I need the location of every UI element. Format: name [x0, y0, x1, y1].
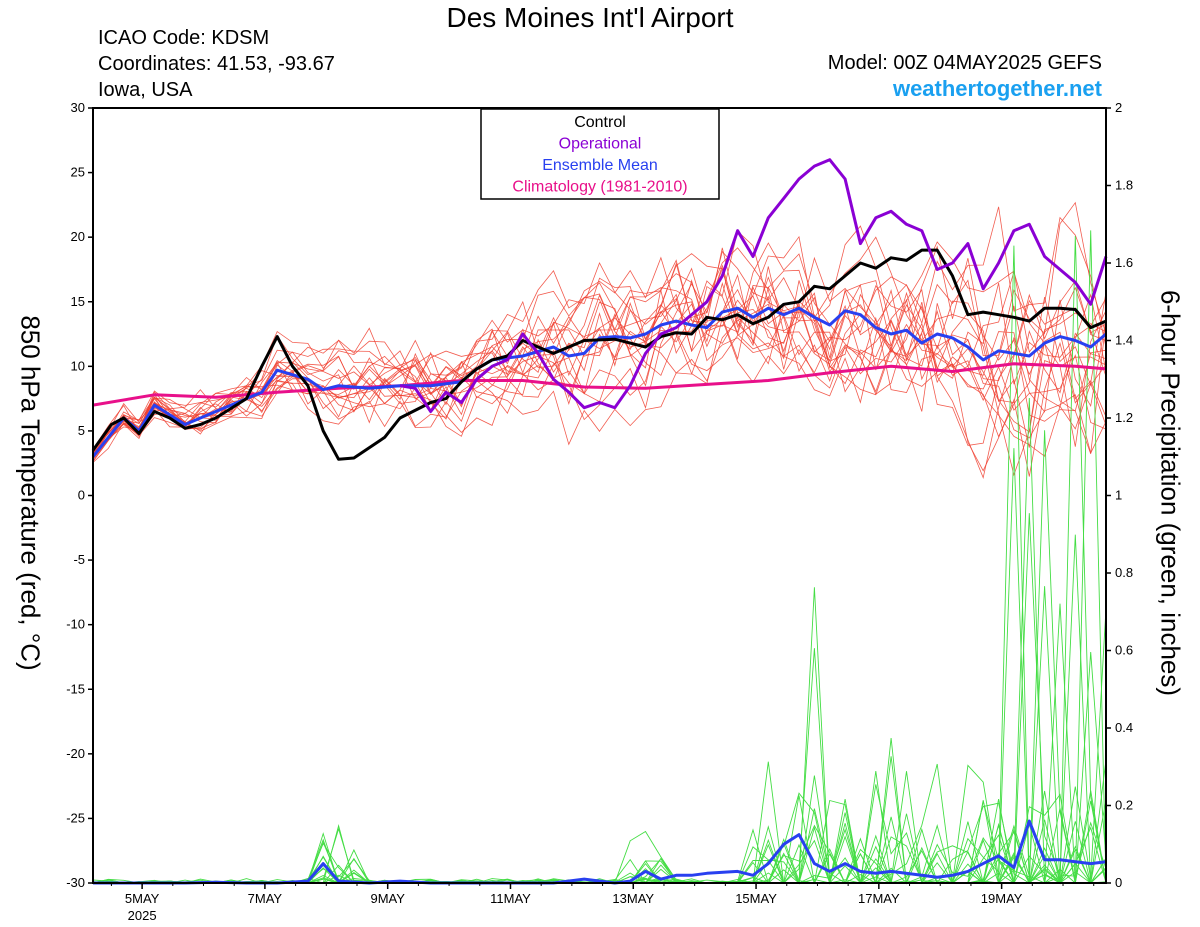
- y-tick-label-left: 25: [71, 165, 85, 180]
- icao-code: ICAO Code: KDSM: [98, 27, 270, 49]
- y-tick-label-left: -25: [66, 810, 85, 825]
- y-tick-label-right: 2: [1115, 100, 1122, 115]
- member-precip-line: [92, 651, 1107, 885]
- y-tick-label-left: -30: [66, 875, 85, 890]
- member-temp-line: [92, 279, 1107, 460]
- member-precip-line: [92, 608, 1107, 885]
- y-tick-label-right: 0.6: [1115, 643, 1133, 658]
- x-tick-label: 5MAY: [125, 891, 160, 906]
- member-precip-line: [92, 587, 1107, 884]
- x-tick-label: 19MAY: [981, 891, 1023, 906]
- y-tick-label-left: 15: [71, 294, 85, 309]
- y-tick-label-right: 1.8: [1115, 178, 1133, 193]
- y-tick-label-left: 10: [71, 358, 85, 373]
- ensemble-mean-precip-line: [93, 819, 1107, 885]
- y-tick-label-left: 20: [71, 229, 85, 244]
- model-run: Model: 00Z 04MAY2025 GEFS: [827, 52, 1102, 74]
- member-precip-line: [93, 586, 1106, 885]
- y-tick-label-right: 1.6: [1115, 255, 1133, 270]
- member-precip-line: [93, 513, 1107, 884]
- legend-operational: Operational: [559, 136, 642, 153]
- x-tick-label: 9MAY: [370, 891, 405, 906]
- member-precip-line: [93, 775, 1107, 885]
- x-tick-label: 7MAY: [248, 891, 283, 906]
- legend-climatology: Climatology (1981-2010): [512, 179, 687, 196]
- member-precip-line: [92, 771, 1107, 885]
- member-temp-line: [92, 241, 1107, 452]
- operational-line: [399, 158, 1108, 413]
- legend-mean: Ensemble Mean: [542, 157, 658, 174]
- coordinates: Coordinates: 41.53, -93.67: [98, 53, 335, 75]
- legend-box: [480, 108, 720, 200]
- y-tick-label-right: 0.2: [1115, 798, 1133, 813]
- y-tick-label-left: 5: [78, 423, 85, 438]
- y-tick-label-right: 1.4: [1115, 333, 1133, 348]
- member-temp-line: [92, 262, 1107, 458]
- y-tick-label-right: 1.2: [1115, 410, 1133, 425]
- member-precip-line: [92, 430, 1107, 884]
- y-tick-label-left: 0: [78, 488, 85, 503]
- legend: Control Operational Ensemble Mean Climatolo…: [480, 108, 720, 200]
- member-temp-line: [92, 283, 1107, 456]
- member-precip-line: [92, 448, 1107, 884]
- y-tick-label-left: -5: [73, 552, 85, 567]
- legend-control: Control: [574, 114, 626, 131]
- site-name[interactable]: weathertogether.net: [892, 76, 1102, 101]
- y-tick-label-left: -15: [66, 681, 85, 696]
- member-precip-line: [93, 235, 1107, 885]
- x-tick-label: 13MAY: [612, 891, 654, 906]
- y-tick-label-right: 0.4: [1115, 720, 1133, 735]
- member-temp-line: [92, 266, 1107, 479]
- x-tick-sublabel: 2025: [128, 908, 157, 923]
- member-temp-line: [92, 201, 1107, 450]
- y-tick-label-left: -20: [66, 746, 85, 761]
- plot-frame: [92, 107, 1107, 884]
- chart-title: Des Moines Int'l Airport: [446, 2, 734, 33]
- y-tick-label-right: 0.8: [1115, 565, 1133, 580]
- y-tick-label-left: -10: [66, 617, 85, 632]
- y-tick-label-left: 30: [71, 100, 85, 115]
- member-temp-line: [92, 245, 1107, 460]
- x-tick-label: 11MAY: [490, 891, 531, 906]
- control-line: [91, 248, 1107, 461]
- member-temp-line: [92, 230, 1107, 453]
- axes: 302520151050-5-10-15-20-25-3021.81.61.41…: [66, 100, 1133, 923]
- y-tick-label-right: 0: [1115, 875, 1122, 890]
- member-temp-line: [92, 262, 1107, 455]
- series-lines: [91, 158, 1108, 885]
- member-temp-line: [92, 235, 1107, 457]
- member-precip-line: [93, 648, 1107, 885]
- member-precip-line: [93, 534, 1107, 885]
- x-tick-label: 15MAY: [735, 891, 777, 906]
- region: Iowa, USA: [98, 79, 193, 101]
- y-tick-label-right: 1: [1115, 488, 1122, 503]
- x-tick-label: 17MAY: [858, 891, 900, 906]
- climatology-line: [92, 362, 1107, 407]
